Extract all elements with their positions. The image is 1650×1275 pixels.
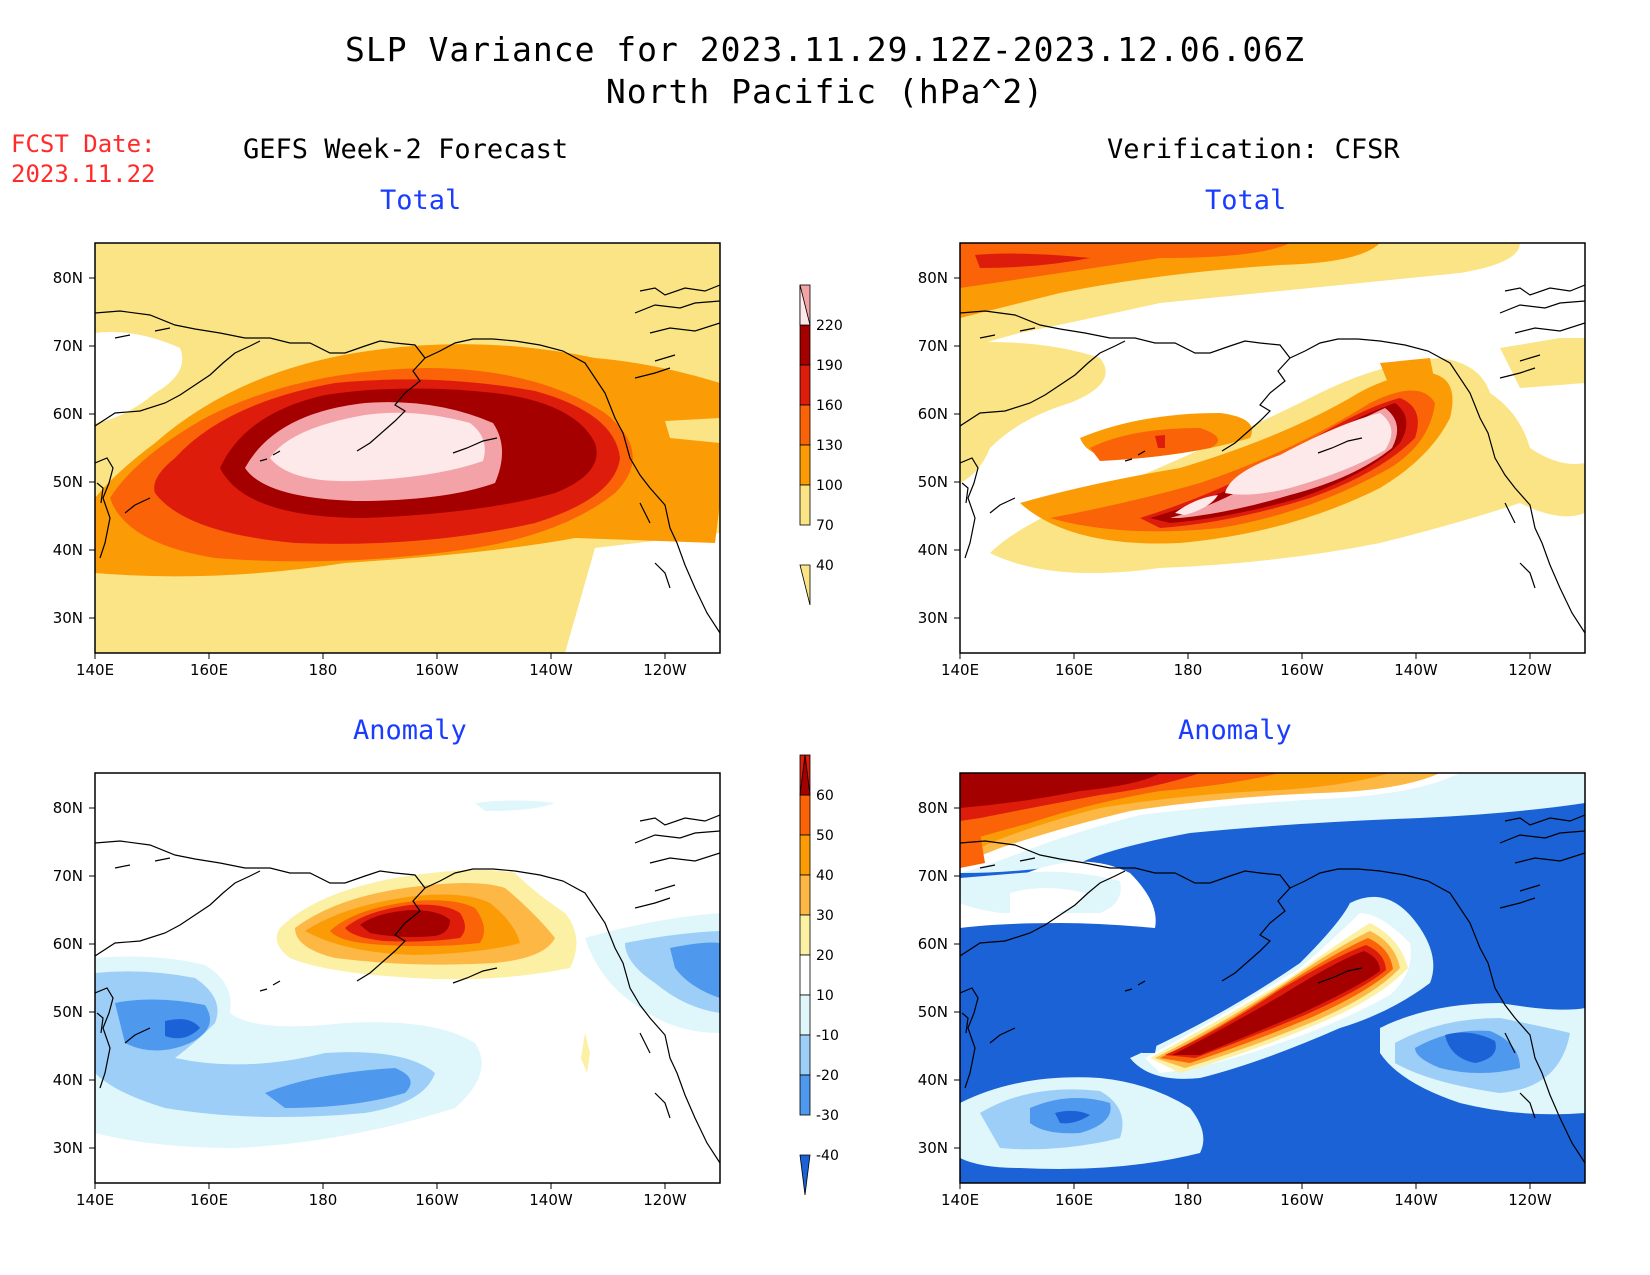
- forecast-total-map: 80N 70N 60N 50N 40N 30N 140E 160E 180 16…: [53, 242, 721, 679]
- colorbar-swatch: [799, 874, 811, 916]
- lon-label: 120W: [1508, 661, 1552, 679]
- lon-label: 180: [309, 661, 338, 679]
- colorbar-level-label: -40: [816, 1148, 839, 1164]
- total-colorbar: 220 190 160 130 100 70 40: [799, 284, 843, 606]
- lat-label: 50N: [918, 473, 948, 491]
- lat-label: 70N: [918, 337, 948, 355]
- colorbar-level-label: -30: [816, 1108, 839, 1124]
- lat-label: 50N: [53, 1003, 83, 1021]
- lon-label: 160E: [190, 661, 228, 679]
- lat-label: 40N: [918, 541, 948, 559]
- lat-label: 50N: [918, 1003, 948, 1021]
- forecast-anomaly-label: Anomaly: [353, 715, 467, 746]
- lat-label: 70N: [918, 867, 948, 885]
- lon-label: 160E: [1055, 1191, 1093, 1209]
- colorbar-level-label: 160: [816, 398, 843, 414]
- lat-label: 30N: [53, 609, 83, 627]
- colorbar-level-label: -10: [816, 1028, 839, 1044]
- lon-label: 120W: [1508, 1191, 1552, 1209]
- colorbar-level-label: 30: [816, 908, 834, 924]
- lat-label: 70N: [53, 337, 83, 355]
- colorbar-swatch: [799, 1074, 811, 1116]
- colorbar-swatch: [799, 364, 811, 406]
- lat-label: 30N: [918, 1139, 948, 1157]
- colorbar-swatch: [799, 484, 811, 526]
- fcst-date-label: FCST Date:: [11, 130, 156, 158]
- lon-label: 140W: [1394, 661, 1438, 679]
- lon-label: 160E: [190, 1191, 228, 1209]
- colorbar-swatch: [799, 324, 811, 366]
- main-subtitle: North Pacific (hPa^2): [605, 72, 1045, 111]
- colorbar-level-label: 40: [816, 558, 834, 574]
- forecast-column-title: GEFS Week-2 Forecast: [243, 134, 569, 165]
- fcst-date-value: 2023.11.22: [11, 160, 156, 188]
- lon-label: 160W: [415, 1191, 459, 1209]
- lon-label: 160E: [1055, 661, 1093, 679]
- lon-label: 140E: [76, 1191, 114, 1209]
- colorbar-swatch: [799, 794, 811, 836]
- lon-label: 160W: [1280, 1191, 1324, 1209]
- colorbar-level-label: -20: [816, 1068, 839, 1084]
- lon-label: 140W: [1394, 1191, 1438, 1209]
- colorbar-swatch: [799, 404, 811, 446]
- colorbar-level-label: 40: [816, 868, 834, 884]
- lon-label: 160W: [415, 661, 459, 679]
- lon-label: 120W: [643, 1191, 687, 1209]
- lon-label: 180: [1174, 1191, 1203, 1209]
- colorbar-level-label: 10: [816, 988, 834, 1004]
- verification-column-title: Verification: CFSR: [1107, 134, 1400, 165]
- lat-label: 80N: [53, 269, 83, 287]
- lon-label: 120W: [643, 661, 687, 679]
- lat-label: 80N: [918, 799, 948, 817]
- lat-label: 60N: [53, 935, 83, 953]
- colorbar-level-label: 220: [816, 318, 843, 334]
- lon-label: 140W: [529, 661, 573, 679]
- colorbar-swatch: [799, 954, 811, 996]
- lon-label: 140E: [76, 661, 114, 679]
- verification-total-label: Total: [1205, 185, 1287, 216]
- lat-label: 30N: [918, 609, 948, 627]
- colorbar-level-label: 70: [816, 518, 834, 534]
- lat-label: 50N: [53, 473, 83, 491]
- colorbar-level-label: 50: [816, 828, 834, 844]
- lon-label: 140E: [941, 1191, 979, 1209]
- lat-label: 60N: [918, 935, 948, 953]
- colorbar-swatch: [799, 834, 811, 876]
- colorbar-level-label: 130: [816, 438, 843, 454]
- lat-label: 40N: [53, 1071, 83, 1089]
- lat-label: 80N: [918, 269, 948, 287]
- lat-label: 40N: [53, 541, 83, 559]
- lon-label: 180: [1174, 661, 1203, 679]
- lon-label: 160W: [1280, 661, 1324, 679]
- colorbar-swatch: [799, 1034, 811, 1076]
- lat-label: 80N: [53, 799, 83, 817]
- lon-label: 140W: [529, 1191, 573, 1209]
- lat-label: 60N: [53, 405, 83, 423]
- colorbar-swatch: [799, 444, 811, 486]
- lat-label: 40N: [918, 1071, 948, 1089]
- main-title: SLP Variance for 2023.11.29.12Z-2023.12.…: [345, 30, 1305, 69]
- colorbar-swatch: [799, 994, 811, 1036]
- verification-total-map: 80N 70N 60N 50N 40N 30N 140E 160E 180 16…: [918, 242, 1586, 679]
- lat-label: 60N: [918, 405, 948, 423]
- forecast-total-label: Total: [380, 185, 462, 216]
- verification-anomaly-map: 80N 70N 60N 50N 40N 30N 140E 160E 180 16…: [918, 772, 1586, 1209]
- verification-anomaly-label: Anomaly: [1178, 715, 1292, 746]
- colorbar-level-label: 100: [816, 478, 843, 494]
- colorbar-level-label: 60: [816, 788, 834, 804]
- lat-label: 70N: [53, 867, 83, 885]
- colorbar-level-label: 20: [816, 948, 834, 964]
- colorbar-level-label: 190: [816, 358, 843, 374]
- lon-label: 180: [309, 1191, 338, 1209]
- lon-label: 140E: [941, 661, 979, 679]
- anomaly-colorbar: 60 50 40 30 20 10 -10 -20 -30 -40: [799, 754, 839, 1196]
- forecast-anomaly-map: 80N 70N 60N 50N 40N 30N 140E 160E 180 16…: [53, 772, 721, 1209]
- lat-label: 30N: [53, 1139, 83, 1157]
- colorbar-swatch: [799, 914, 811, 956]
